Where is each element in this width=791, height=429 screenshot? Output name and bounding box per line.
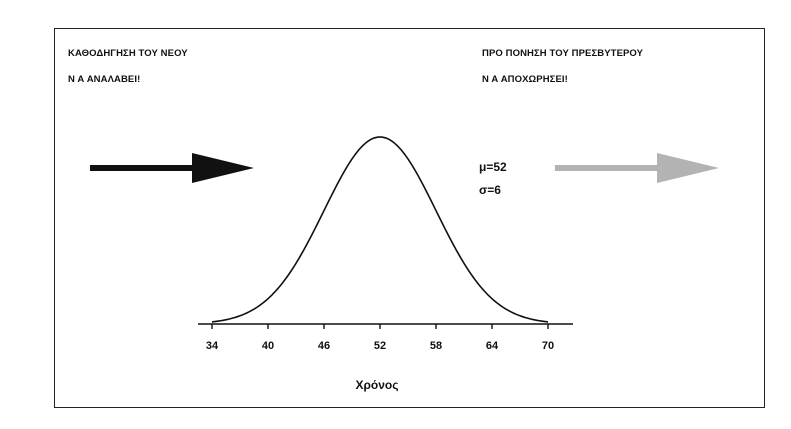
distribution-curve (211, 136, 549, 323)
x-tick-label-34: 34 (206, 340, 219, 352)
senior-preparation-label: ΠΡΟ ΠΟΝΗΣΗ ΤΟΥ ΠΡΕΣΒΥΤΕΡΟΥ (482, 48, 644, 59)
x-tick-label-52: 52 (374, 340, 386, 352)
sd-label: σ=6 (479, 183, 501, 197)
x-axis-title: Χρόνος (355, 378, 398, 392)
x-tick-label-46: 46 (318, 340, 330, 352)
x-tick-label-70: 70 (542, 340, 554, 352)
left-arrow-icon (90, 153, 254, 183)
x-tick-label-58: 58 (430, 340, 442, 352)
x-tick-label-40: 40 (262, 340, 274, 352)
mean-label: μ=52 (479, 160, 507, 174)
x-tick-label-64: 64 (486, 340, 499, 352)
senior-retirement-label: Ν Α ΑΠΟΧΩΡΗΣΕΙ! (482, 74, 568, 85)
newcomer-takeover-label: Ν Α ΑΝΑΛΑΒΕΙ! (68, 74, 141, 85)
right-arrow-icon (555, 153, 719, 183)
newcomer-guidance-label: ΚΑΘΟΔΗΓΗΣΗ ΤΟΥ ΝΕΟΥ (68, 48, 188, 59)
figure-frame (54, 28, 765, 408)
